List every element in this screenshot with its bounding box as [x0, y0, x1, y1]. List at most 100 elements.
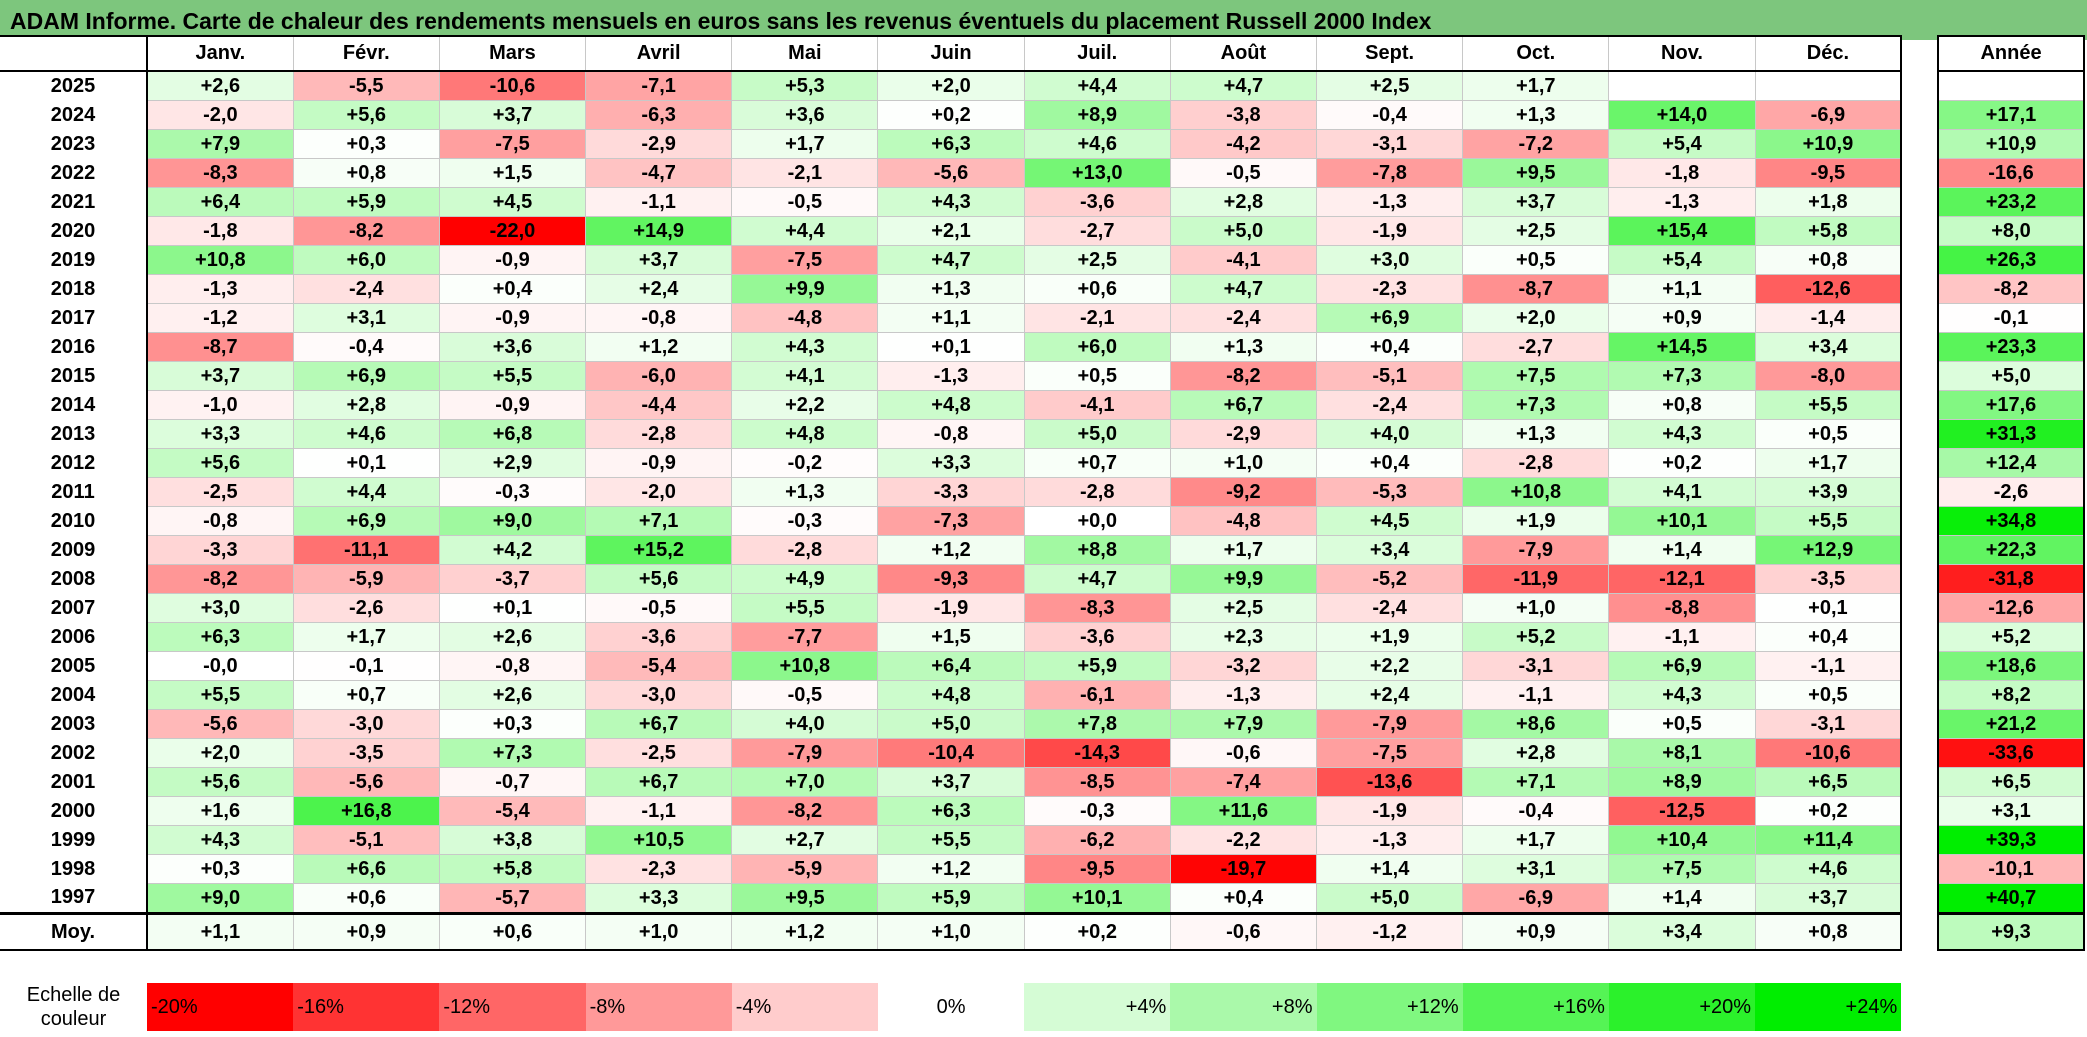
heatmap-cell: -0,8	[585, 303, 733, 333]
heatmap-cell: -5,5	[292, 70, 440, 101]
color-scale-step: 0%	[877, 983, 1025, 1031]
annual-cell: -2,6	[1937, 477, 2085, 507]
heatmap-cell: +0,1	[438, 593, 587, 623]
heatmap-cell: -22,0	[438, 216, 587, 246]
heatmap-cell: -8,2	[1169, 361, 1318, 391]
heatmap-cell: -0,8	[438, 651, 587, 681]
heatmap-cell: +5,5	[145, 680, 294, 710]
heatmap-cell: -1,8	[1608, 158, 1756, 188]
heatmap-cell: -7,4	[1169, 767, 1318, 797]
heatmap-cell: +3,8	[438, 825, 587, 855]
heatmap-cell: -1,1	[1608, 622, 1756, 652]
heatmap-cell: +7,5	[1608, 854, 1756, 884]
heatmap-cell: +3,0	[1315, 245, 1464, 275]
corner-cell	[0, 35, 147, 72]
heatmap-cell: -2,4	[1169, 303, 1318, 333]
heatmap-cell: +3,7	[877, 767, 1025, 797]
heatmap-cell: +7,1	[585, 506, 733, 536]
year-label: 2013	[0, 419, 147, 449]
heatmap-cell: +0,3	[292, 129, 440, 159]
color-scale-step: +8%	[1170, 983, 1317, 1031]
color-scale: Echelle de couleur -20% -16% -12% -8% -4% 0% +4…	[0, 983, 1902, 1031]
year-label: 2001	[0, 767, 147, 797]
heatmap-cell: +1,7	[731, 129, 879, 159]
heatmap-cell: +0,7	[1023, 448, 1171, 478]
annual-cell: -10,1	[1937, 854, 2085, 884]
heatmap-cell: +1,7	[1462, 70, 1610, 101]
heatmap-cell: -2,8	[585, 419, 733, 449]
heatmap-cell: +4,2	[438, 535, 587, 565]
heatmap-cell: +6,6	[292, 854, 440, 884]
heatmap-cell: -14,3	[1023, 738, 1171, 768]
heatmap-cell: +0,5	[1462, 245, 1610, 275]
month-header: Sept.	[1315, 35, 1464, 72]
heatmap-cell: +4,6	[1754, 854, 1903, 884]
color-scale-step: -8%	[585, 983, 732, 1031]
average-label: Moy.	[0, 912, 147, 951]
heatmap-cell: +10,1	[1608, 506, 1756, 536]
heatmap-cell: +9,9	[731, 274, 879, 304]
heatmap-cell: -0,4	[1462, 796, 1610, 826]
heatmap-cell: +6,4	[145, 187, 294, 217]
heatmap-cell: +11,6	[1169, 796, 1318, 826]
chart-title: ADAM Informe. Carte de chaleur des rende…	[0, 0, 2087, 40]
heatmap-cell: -0,3	[438, 477, 587, 507]
heatmap-cell: +6,3	[877, 129, 1025, 159]
heatmap-cell: +10,8	[145, 245, 294, 275]
annual-cell: +34,8	[1937, 506, 2085, 536]
heatmap-cell: +10,5	[585, 825, 733, 855]
heatmap-cell: +0,2	[1608, 448, 1756, 478]
heatmap-cell: -9,3	[877, 564, 1025, 594]
annual-cell: +8,2	[1937, 680, 2085, 710]
heatmap-cell: -2,8	[1462, 448, 1610, 478]
heatmap-cell: +7,1	[1462, 767, 1610, 797]
heatmap-cell: +0,1	[877, 332, 1025, 362]
heatmap-cell: +6,0	[1023, 332, 1171, 362]
heatmap-cell: +1,4	[1608, 535, 1756, 565]
heatmap-cell: -5,4	[438, 796, 587, 826]
heatmap-cell: +4,7	[1023, 564, 1171, 594]
heatmap-cell: +8,9	[1023, 100, 1171, 130]
heatmap-cell: +4,3	[1608, 680, 1756, 710]
heatmap-cell: +5,6	[145, 767, 294, 797]
heatmap-cell: +6,3	[145, 622, 294, 652]
heatmap-cell: -5,7	[438, 883, 587, 914]
heatmap-cell: +11,4	[1754, 825, 1903, 855]
heatmap-cell: -0,3	[1023, 796, 1171, 826]
heatmap-cell: +3,7	[1754, 883, 1903, 914]
heatmap-cell: +2,0	[145, 738, 294, 768]
heatmap-cell: +2,4	[1315, 680, 1464, 710]
month-header: Déc.	[1754, 35, 1903, 72]
heatmap-cell: +6,0	[292, 245, 440, 275]
heatmap-cell: -8,3	[145, 158, 294, 188]
average-cell: +0,9	[292, 912, 440, 951]
average-cell: -1,2	[1315, 912, 1464, 951]
month-header: Juil.	[1023, 35, 1171, 72]
heatmap-cell: -3,0	[292, 709, 440, 739]
heatmap-cell: +6,5	[1754, 767, 1903, 797]
heatmap-cell: +10,8	[731, 651, 879, 681]
year-label: 2007	[0, 593, 147, 623]
heatmap-cell: -2,3	[585, 854, 733, 884]
heatmap-cell: -8,7	[145, 332, 294, 362]
heatmap-cell: +7,8	[1023, 709, 1171, 739]
heatmap-cell: -8,2	[145, 564, 294, 594]
heatmap-cell: +0,4	[1315, 448, 1464, 478]
heatmap-cell: -4,8	[731, 303, 879, 333]
heatmap-cell: +2,5	[1315, 70, 1464, 101]
heatmap-cell: +1,7	[292, 622, 440, 652]
heatmap-cell: +0,6	[1023, 274, 1171, 304]
heatmap-cell: -3,1	[1462, 651, 1610, 681]
heatmap-cell: +1,3	[1462, 419, 1610, 449]
heatmap-cell: +2,8	[292, 390, 440, 420]
year-label: 1997	[0, 883, 147, 914]
heatmap-cell: -7,8	[1315, 158, 1464, 188]
heatmap-cell: -7,5	[438, 129, 587, 159]
heatmap-cell: -7,7	[731, 622, 879, 652]
heatmap-cell: +1,9	[1315, 622, 1464, 652]
heatmap-cell: +4,7	[877, 245, 1025, 275]
color-scale-step: +24%	[1755, 983, 1902, 1031]
heatmap-cell: +0,7	[292, 680, 440, 710]
annual-cell: +21,2	[1937, 709, 2085, 739]
heatmap-cell: +2,8	[1169, 187, 1318, 217]
